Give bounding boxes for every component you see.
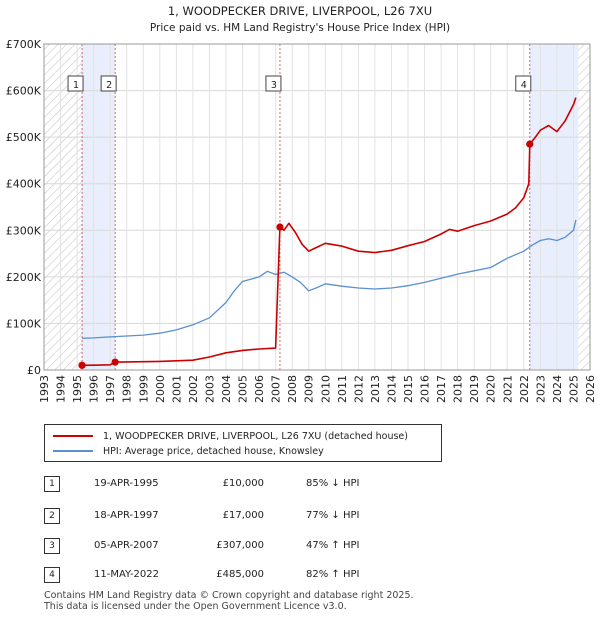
x-tick-label: 2023 xyxy=(534,375,547,403)
transaction-number: 3 xyxy=(44,538,60,554)
transaction-number: 1 xyxy=(44,476,60,492)
x-tick-label: 1994 xyxy=(55,375,68,403)
y-tick-label: £100K xyxy=(6,317,42,330)
x-tick-label: 1997 xyxy=(104,375,117,403)
legend-label-hpi: HPI: Average price, detached house, Know… xyxy=(103,445,324,457)
y-tick-label: £0 xyxy=(27,364,41,377)
legend: 1, WOODPECKER DRIVE, LIVERPOOL, L26 7XU … xyxy=(44,424,442,462)
transaction-price: £10,000 xyxy=(222,478,264,489)
legend-item-property: 1, WOODPECKER DRIVE, LIVERPOOL, L26 7XU … xyxy=(53,429,408,443)
transaction-price: £485,000 xyxy=(216,569,264,580)
x-tick-label: 2010 xyxy=(319,375,332,403)
x-tick-label: 2020 xyxy=(485,375,498,403)
sale-label-3: 3 xyxy=(271,80,277,91)
x-tick-label: 2019 xyxy=(468,375,481,403)
sale-label-1: 1 xyxy=(73,80,79,91)
shade-region-1 xyxy=(82,44,116,370)
x-tick-label: 2014 xyxy=(385,375,398,403)
legend-line-hpi xyxy=(53,450,93,452)
x-tick-label: 1995 xyxy=(71,375,84,403)
sale-label-box-3 xyxy=(265,75,282,92)
x-tick-label: 2004 xyxy=(220,375,233,403)
x-tick-label: 2015 xyxy=(402,375,415,403)
plot-area: £0 £100K £200K £300K £400K £500K £600K £700K 199… xyxy=(6,38,597,403)
transaction-date: 19-APR-1995 xyxy=(94,478,159,489)
transaction-hpi: 77% ↓ HPI xyxy=(306,510,360,521)
x-tick-label: 1999 xyxy=(137,375,150,403)
hpi-line xyxy=(82,219,577,339)
sale-label-box-1 xyxy=(67,75,84,92)
x-tick-label: 2007 xyxy=(270,375,283,403)
legend-item-hpi: HPI: Average price, detached house, Know… xyxy=(53,444,324,458)
y-tick-label: £600K xyxy=(6,85,42,98)
x-tick-label: 1996 xyxy=(88,375,101,403)
x-tick-label: 2005 xyxy=(237,375,250,403)
y-tick-label: £300K xyxy=(6,224,42,237)
sale-label-2: 2 xyxy=(106,80,112,91)
x-tick-label: 2003 xyxy=(203,375,216,403)
transaction-hpi: 47% ↑ HPI xyxy=(306,540,360,551)
x-tick-label: 1993 xyxy=(38,375,51,403)
x-tick-label: 1998 xyxy=(121,375,134,403)
sale-label-box-2 xyxy=(100,75,117,92)
transaction-hpi: 82% ↑ HPI xyxy=(306,569,360,580)
hatch-region-1 xyxy=(44,44,83,370)
sale-point-1 xyxy=(78,361,86,369)
x-tick-label: 2021 xyxy=(501,375,514,403)
x-tick-label: 2002 xyxy=(187,375,200,403)
transaction-date: 11-MAY-2022 xyxy=(94,569,160,580)
transaction-number: 4 xyxy=(44,567,60,583)
x-tick-label: 2011 xyxy=(336,375,349,403)
footer: Contains HM Land Registry data © Crown c… xyxy=(44,590,414,612)
x-tick-label: 2022 xyxy=(518,375,531,403)
legend-label-property: 1, WOODPECKER DRIVE, LIVERPOOL, L26 7XU … xyxy=(103,430,408,442)
x-tick-label: 2026 xyxy=(584,375,597,403)
transaction-hpi: 85% ↓ HPI xyxy=(306,478,360,489)
x-tick-label: 2024 xyxy=(551,375,564,403)
footer-copyright: Contains HM Land Registry data © Crown c… xyxy=(44,590,414,601)
x-tick-label: 2000 xyxy=(154,375,167,403)
transaction-date: 18-APR-1997 xyxy=(94,510,159,521)
x-tick-label: 2016 xyxy=(419,375,432,403)
plot-background xyxy=(44,44,590,370)
y-tick-label: £400K xyxy=(6,178,42,191)
transaction-price: £307,000 xyxy=(216,540,264,551)
hatch-region-2 xyxy=(578,44,590,370)
plot-frame xyxy=(43,43,591,371)
x-tick-label: 2018 xyxy=(452,375,465,403)
x-tick-label: 2008 xyxy=(286,375,299,403)
sale-point-4 xyxy=(526,140,534,148)
transaction-date: 05-APR-2007 xyxy=(94,540,159,551)
chart-title: 1, WOODPECKER DRIVE, LIVERPOOL, L26 7XU xyxy=(168,4,432,18)
sale-label-box-4 xyxy=(515,75,532,92)
y-tick-label: £700K xyxy=(6,38,42,51)
x-tick-label: 2001 xyxy=(170,375,183,403)
x-tick-label: 2013 xyxy=(369,375,382,403)
footer-licence: This data is licensed under the Open Gov… xyxy=(44,601,347,612)
price-chart: 1, WOODPECKER DRIVE, LIVERPOOL, L26 7XU … xyxy=(6,4,597,403)
legend-line-property xyxy=(53,435,93,437)
transaction-price: £17,000 xyxy=(222,510,264,521)
shade-region-2 xyxy=(529,44,579,370)
sale-label-4: 4 xyxy=(521,80,527,91)
x-tick-label: 2006 xyxy=(253,375,266,403)
y-tick-label: £500K xyxy=(6,131,42,144)
sale-point-2 xyxy=(111,358,119,366)
x-tick-label: 2025 xyxy=(567,375,580,403)
x-tick-label: 2017 xyxy=(435,375,448,403)
x-tick-label: 2012 xyxy=(352,375,365,403)
chart-subtitle: Price paid vs. HM Land Registry's House … xyxy=(150,22,450,34)
x-tick-label: 2009 xyxy=(303,375,316,403)
y-tick-label: £200K xyxy=(6,271,42,284)
transaction-number: 2 xyxy=(44,508,60,524)
sale-point-3 xyxy=(276,223,284,231)
